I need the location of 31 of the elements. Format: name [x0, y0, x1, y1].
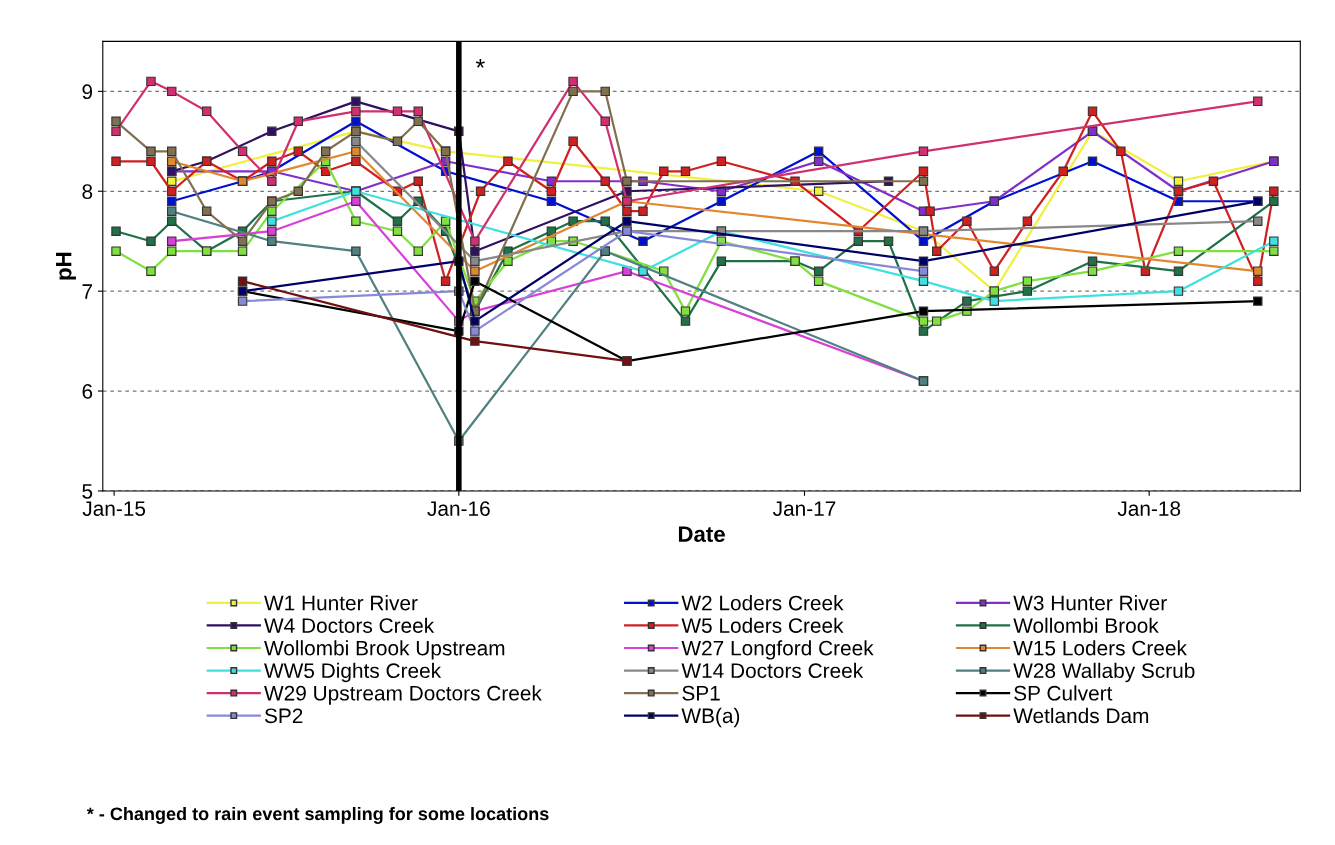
y-tick-label: 9 — [82, 84, 93, 100]
legend-label: W15 Loders Creek — [1013, 640, 1187, 656]
legend-label: Wetlands Dam — [1013, 707, 1149, 724]
legend-label: W27 Longford Creek — [681, 640, 874, 660]
y-axis-title: pH — [56, 252, 76, 280]
legend-label: W5 Loders Creek — [681, 617, 844, 633]
x-axis-title: Date — [678, 526, 725, 542]
y-tick-label: 6 — [82, 384, 93, 399]
x-tick-label: Jan-18 — [1117, 501, 1181, 516]
y-tick-label: 5 — [82, 484, 93, 499]
legend-label: W28 Wallaby Scrub — [1013, 662, 1195, 683]
legend-label: SP Culvert — [1014, 685, 1113, 701]
legend-label: W1 Hunter River — [264, 595, 418, 611]
legend-label: W4 Doctors Creek — [264, 617, 435, 633]
legend-label: W14 Doctors Creek — [681, 662, 864, 679]
text: * - Changed to rain event sampling for some locations — [86, 806, 549, 824]
y-tick-label: 8 — [82, 184, 93, 200]
legend-label: WB(a) — [681, 707, 740, 728]
x-tick-label: Jan-17 — [772, 501, 836, 516]
legend-label: Wollombi Brook — [1013, 617, 1159, 633]
legend-label: SP1 — [682, 685, 720, 701]
legend-label: W2 Loders Creek — [681, 595, 844, 611]
legend-label: WW5 Dights Creek — [264, 662, 442, 683]
y-tick-label: 7 — [82, 284, 93, 299]
legend-label: W29 Upstream Doctors Creek — [264, 685, 542, 705]
x-tick-label: Jan-15 — [82, 501, 146, 516]
ref-line-label: * — [475, 58, 485, 68]
legend-label: Wollombi Brook Upstream — [264, 640, 505, 660]
x-tick-label: Jan-16 — [427, 501, 490, 516]
legend-label: W3 Hunter River — [1013, 595, 1167, 611]
legend-label: SP2 — [264, 708, 303, 724]
